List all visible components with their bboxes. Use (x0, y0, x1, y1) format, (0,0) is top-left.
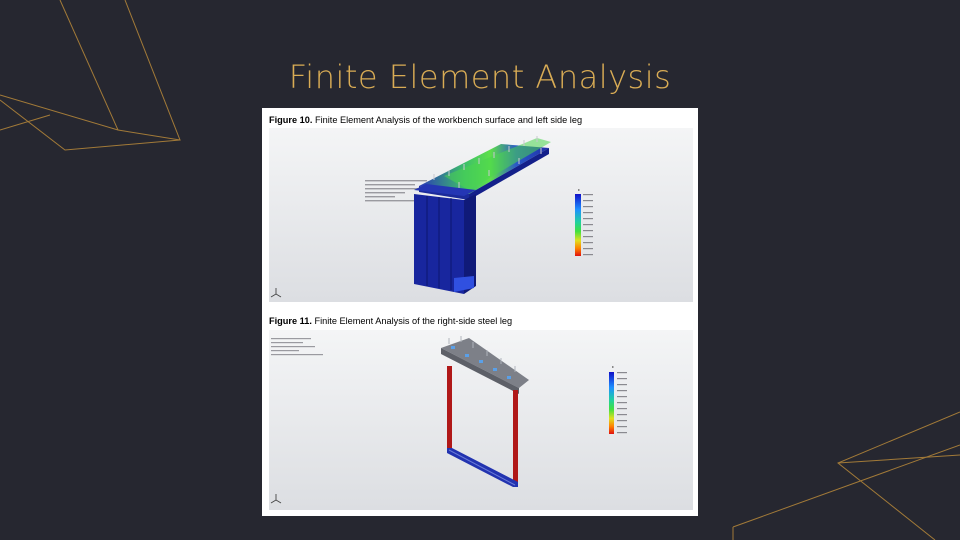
figures-panel: Figure 10. Finite Element Analysis of th… (262, 108, 698, 516)
figure-10-label: Figure 10. (269, 115, 313, 125)
slide-title: Finite Element Analysis (288, 58, 672, 96)
triad-axis-icon (270, 288, 282, 298)
figure-10-caption: Figure 10. Finite Element Analysis of th… (269, 115, 582, 125)
triad-axis-icon (270, 494, 282, 504)
figure-11-caption: Figure 11. Finite Element Analysis of th… (269, 316, 512, 326)
figure-11-text: Finite Element Analysis of the right-sid… (314, 316, 513, 326)
figure-10-text: Finite Element Analysis of the workbench… (314, 115, 583, 125)
figure-11-image (269, 330, 693, 510)
figure-10-image (269, 128, 693, 302)
figure-11-label: Figure 11. (269, 316, 312, 326)
